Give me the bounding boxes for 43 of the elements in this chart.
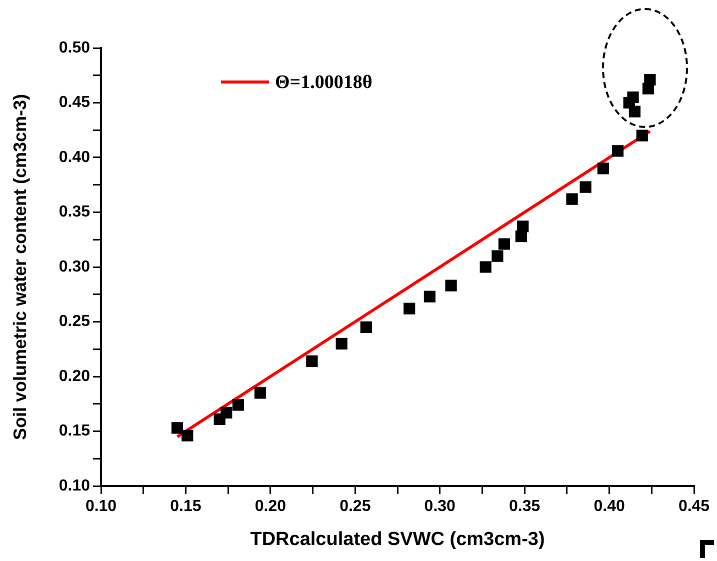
point bbox=[220, 406, 232, 418]
x-tick-label: 0.10 bbox=[85, 498, 117, 516]
x-tick-label: 0.25 bbox=[340, 498, 371, 516]
point bbox=[580, 181, 592, 193]
point bbox=[636, 130, 648, 142]
y-tick-label: 0.20 bbox=[58, 368, 90, 385]
y-tick-label: 0.50 bbox=[58, 39, 90, 56]
point bbox=[254, 387, 266, 399]
y-tick-label: 0.30 bbox=[58, 258, 90, 276]
y-tick-label: 0.10 bbox=[58, 477, 90, 494]
point bbox=[360, 321, 372, 334]
point bbox=[627, 91, 639, 104]
point bbox=[404, 302, 416, 314]
x-tick-label: 0.30 bbox=[424, 498, 456, 516]
x-tick-label: 0.35 bbox=[509, 498, 540, 516]
y-tick-label: 0.40 bbox=[58, 148, 90, 166]
point bbox=[424, 290, 436, 302]
y-axis-title: Soil volumetric water content (cm3cm-3) bbox=[10, 94, 30, 440]
point bbox=[566, 193, 578, 205]
x-tick-label: 0.40 bbox=[594, 498, 625, 516]
legend-label: Θ=1.00018θ bbox=[275, 72, 372, 93]
point bbox=[612, 145, 624, 157]
point bbox=[336, 338, 348, 350]
y-tick-label: 0.35 bbox=[58, 204, 90, 221]
point bbox=[597, 162, 609, 174]
point bbox=[306, 355, 318, 367]
point bbox=[171, 422, 184, 434]
point bbox=[492, 250, 504, 262]
point bbox=[232, 399, 244, 411]
point bbox=[517, 220, 529, 232]
x-axis-title: TDRcalculated SVWC (cm3cm-3) bbox=[250, 528, 545, 550]
point bbox=[182, 430, 194, 442]
y-tick-label: 0.45 bbox=[58, 94, 90, 112]
point bbox=[480, 261, 492, 273]
y-tick-label: 0.15 bbox=[58, 422, 90, 440]
point bbox=[644, 74, 656, 86]
point bbox=[498, 238, 510, 250]
y-tick-label: 0.25 bbox=[58, 313, 90, 330]
x-tick-label: 0.15 bbox=[170, 498, 202, 516]
point bbox=[628, 106, 641, 118]
x-tick-label: 0.45 bbox=[678, 498, 710, 516]
x-tick-label: 0.20 bbox=[254, 498, 286, 516]
point bbox=[445, 280, 457, 292]
